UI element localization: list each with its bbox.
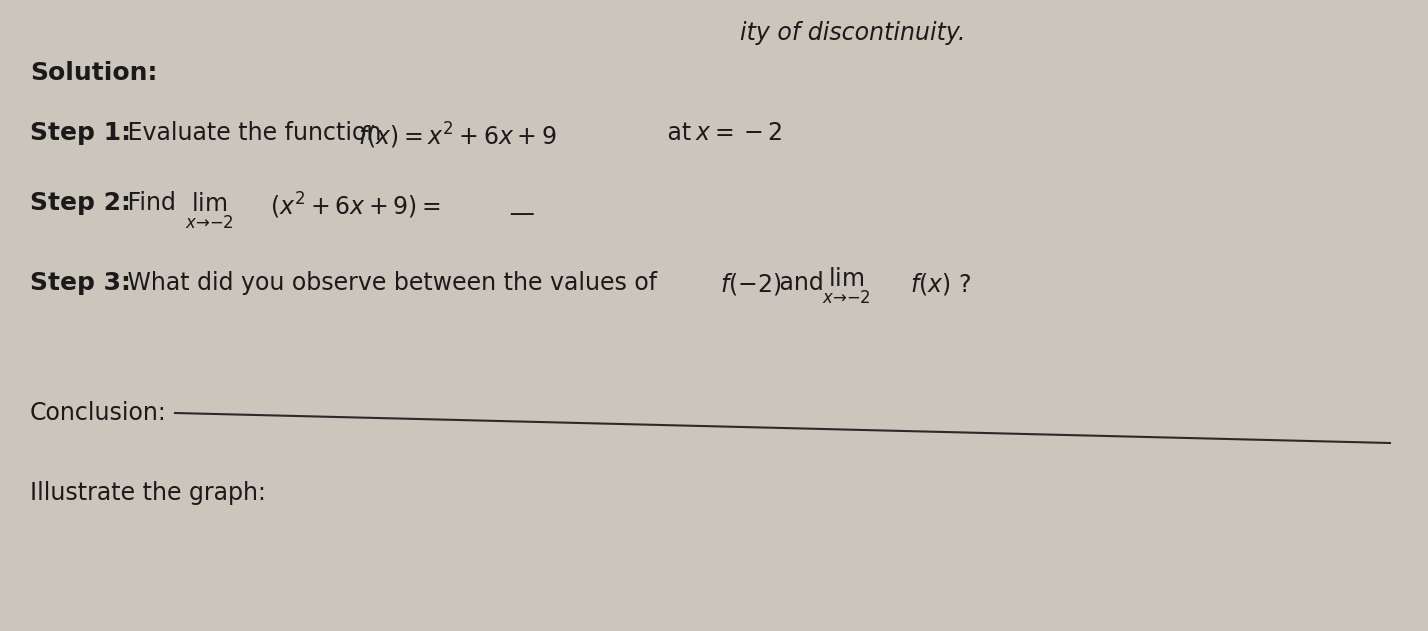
Text: $f(x) = x^2 + 6x + 9$: $f(x) = x^2 + 6x + 9$	[358, 121, 557, 151]
Text: $(x^2 + 6x + 9) = $: $(x^2 + 6x + 9) = $	[270, 191, 441, 221]
Text: What did you observe between the values of: What did you observe between the values …	[120, 271, 664, 295]
Text: at: at	[660, 121, 698, 145]
Text: Illustrate the graph:: Illustrate the graph:	[30, 481, 266, 505]
Text: and: and	[773, 271, 831, 295]
Text: Find: Find	[120, 191, 183, 215]
Text: Step 2:: Step 2:	[30, 191, 131, 215]
Text: Step 3:: Step 3:	[30, 271, 131, 295]
Text: ity of discontinuity.: ity of discontinuity.	[740, 21, 965, 45]
Text: $\lim_{x \to -2}$: $\lim_{x \to -2}$	[823, 266, 871, 306]
Text: Evaluate the function: Evaluate the function	[120, 121, 388, 145]
Text: $x = -2$: $x = -2$	[695, 121, 783, 145]
Text: $f(x)$ ?: $f(x)$ ?	[910, 271, 971, 297]
Text: $f(-2)$: $f(-2)$	[720, 271, 781, 297]
Text: Step 1:: Step 1:	[30, 121, 131, 145]
Text: Solution:: Solution:	[30, 61, 157, 85]
Text: Conclusion:: Conclusion:	[30, 401, 167, 425]
Text: $\lim_{x \to -2}$: $\lim_{x \to -2}$	[186, 191, 234, 231]
Text: __: __	[510, 191, 534, 215]
